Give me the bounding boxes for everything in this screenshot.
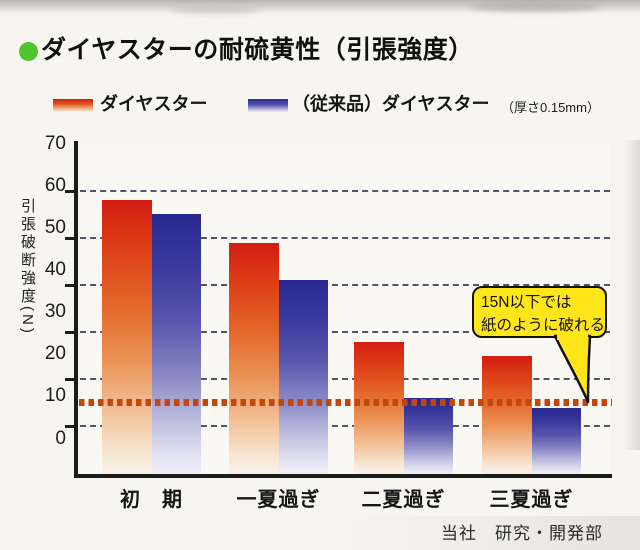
bar-diastar-0 bbox=[102, 200, 152, 474]
y-tick-60 bbox=[65, 189, 76, 193]
category-label-0: 初 期 bbox=[120, 489, 183, 511]
bar-diastar-1 bbox=[229, 242, 279, 474]
gridline-10 bbox=[80, 425, 610, 428]
y-tick-label-60: 60 bbox=[44, 174, 66, 196]
y-tick-20 bbox=[65, 378, 76, 382]
scan-smudge bbox=[170, 7, 260, 14]
gridline-50 bbox=[80, 236, 610, 239]
gridline-60 bbox=[80, 189, 610, 192]
bar-diastar-3 bbox=[482, 355, 532, 474]
bar-diastar-2 bbox=[354, 341, 404, 474]
category-label-2: 二夏過ぎ bbox=[361, 489, 446, 511]
scan-edge-bottom bbox=[340, 516, 640, 550]
bar-conventional-2 bbox=[404, 398, 453, 474]
legend-label-diastar: ダイヤスター bbox=[100, 94, 208, 114]
category-label-3: 三夏過ぎ bbox=[489, 489, 574, 511]
threshold-line bbox=[79, 399, 612, 407]
legend-swatch-conventional bbox=[248, 99, 288, 112]
y-tick-10 bbox=[65, 425, 76, 429]
scan-edge-right bbox=[624, 140, 640, 450]
chart-header: ダイヤスターの耐硫黄性（引張強度） bbox=[19, 30, 474, 66]
green-bullet-icon bbox=[19, 41, 38, 61]
scan-smudge bbox=[470, 3, 600, 12]
footer-credit: 当社 研究・開発部 bbox=[441, 524, 603, 543]
y-axis-line bbox=[74, 141, 78, 478]
category-label-1: 一夏過ぎ bbox=[236, 489, 321, 511]
legend-label-conventional: （従来品）ダイヤスター bbox=[292, 94, 490, 114]
callout-bubble: 15N以下では 紙のように破れる bbox=[472, 286, 607, 338]
y-tick-label-20: 20 bbox=[44, 343, 66, 365]
callout-line2: 紙のように破れる bbox=[481, 317, 606, 335]
gridline-40 bbox=[80, 283, 610, 286]
y-tick-30 bbox=[65, 331, 76, 335]
y-tick-40 bbox=[65, 283, 76, 287]
y-tick-label-50: 50 bbox=[44, 216, 66, 238]
page-title: ダイヤスターの耐硫黄性（引張強度） bbox=[41, 36, 474, 64]
y-tick-50 bbox=[65, 236, 76, 240]
legend-swatch-diastar bbox=[53, 99, 93, 112]
y-tick-label-0: 0 bbox=[55, 427, 66, 449]
bar-conventional-1 bbox=[279, 280, 328, 474]
bar-conventional-0 bbox=[152, 214, 201, 474]
thickness-note: （厚さ0.15mm） bbox=[501, 100, 600, 115]
y-tick-label-40: 40 bbox=[44, 258, 66, 280]
bar-conventional-3 bbox=[532, 407, 581, 474]
callout-line1: 15N以下では bbox=[481, 294, 572, 311]
y-tick-label-70: 70 bbox=[44, 132, 66, 154]
y-axis-title: 引張破断強度(N) bbox=[19, 198, 36, 336]
y-tick-label-10: 10 bbox=[44, 385, 66, 407]
y-tick-label-30: 30 bbox=[44, 301, 66, 323]
gridline-30 bbox=[80, 331, 610, 334]
callout-tail bbox=[553, 333, 592, 404]
gridline-20 bbox=[80, 378, 610, 381]
x-axis-line bbox=[74, 474, 612, 478]
scan-edge-top bbox=[0, 0, 640, 14]
